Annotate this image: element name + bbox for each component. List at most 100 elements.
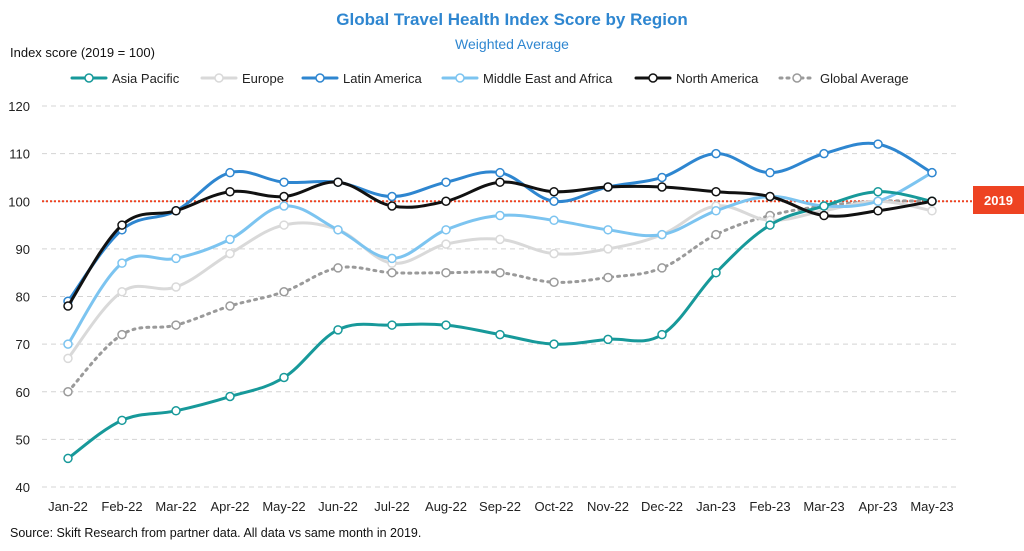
x-tick-label: Oct-22 bbox=[534, 499, 573, 514]
data-point-middle-east-and-africa bbox=[711, 206, 721, 216]
x-tick-label: Sep-22 bbox=[479, 499, 521, 514]
data-point-middle-east-and-africa bbox=[873, 196, 883, 206]
data-point-latin-america bbox=[765, 167, 775, 178]
data-point-middle-east-and-africa bbox=[333, 225, 343, 235]
x-tick-label: May-23 bbox=[910, 499, 953, 514]
y-tick-label: 80 bbox=[16, 290, 30, 305]
data-point-latin-america bbox=[495, 167, 505, 178]
data-point-asia-pacific bbox=[657, 329, 667, 340]
data-point-europe bbox=[441, 239, 451, 249]
x-tick-label: Apr-23 bbox=[858, 499, 897, 514]
series-line-middle-east-and-africa bbox=[66, 171, 934, 346]
data-point-asia-pacific bbox=[279, 372, 289, 383]
data-point-north-america bbox=[387, 201, 397, 211]
x-tick-label: May-22 bbox=[262, 499, 305, 514]
data-point-asia-pacific bbox=[441, 320, 451, 330]
data-point-asia-pacific bbox=[333, 325, 343, 335]
legend-marker-north-america bbox=[648, 73, 658, 83]
data-point-latin-america bbox=[711, 148, 721, 159]
legend-label-global-average: Global Average bbox=[820, 71, 909, 86]
y-tick-label: 50 bbox=[16, 432, 30, 447]
data-point-global-average bbox=[171, 320, 181, 330]
reference-line-label: 2019 bbox=[973, 186, 1024, 214]
data-point-europe bbox=[225, 248, 235, 259]
legend-marker-asia-pacific bbox=[84, 73, 94, 83]
data-point-europe bbox=[117, 286, 127, 297]
x-tick-label: Jun-22 bbox=[318, 499, 358, 514]
data-point-asia-pacific bbox=[765, 220, 775, 230]
data-point-north-america bbox=[873, 206, 883, 216]
data-point-middle-east-and-africa bbox=[63, 339, 73, 349]
y-tick-label: 100 bbox=[8, 194, 30, 209]
data-point-latin-america bbox=[927, 167, 937, 178]
data-point-north-america bbox=[279, 191, 289, 202]
legend-marker-europe bbox=[214, 73, 224, 83]
data-point-global-average bbox=[333, 263, 343, 273]
data-point-north-america bbox=[819, 210, 829, 221]
data-point-europe bbox=[495, 234, 505, 245]
data-point-asia-pacific bbox=[711, 267, 721, 278]
data-point-global-average bbox=[441, 267, 451, 278]
data-point-asia-pacific bbox=[549, 339, 559, 349]
series-line-asia-pacific bbox=[66, 190, 934, 460]
data-point-latin-america bbox=[441, 177, 451, 187]
y-tick-label: 90 bbox=[16, 242, 30, 257]
legend-marker-latin-america bbox=[315, 73, 325, 83]
data-point-north-america bbox=[765, 191, 775, 202]
x-tick-label: Mar-22 bbox=[155, 499, 196, 514]
data-point-north-america bbox=[117, 220, 127, 230]
data-point-asia-pacific bbox=[819, 201, 829, 211]
data-point-north-america bbox=[711, 186, 721, 197]
x-tick-label: Jan-23 bbox=[696, 499, 736, 514]
data-point-asia-pacific bbox=[225, 391, 235, 402]
data-point-europe bbox=[603, 244, 613, 254]
data-point-global-average bbox=[549, 277, 559, 287]
y-tick-label: 60 bbox=[16, 385, 30, 400]
data-point-global-average bbox=[495, 267, 505, 278]
y-tick-label: 70 bbox=[16, 337, 30, 352]
data-point-latin-america bbox=[279, 177, 289, 187]
data-point-north-america bbox=[441, 196, 451, 206]
data-point-latin-america bbox=[657, 172, 667, 183]
data-point-middle-east-and-africa bbox=[495, 210, 505, 221]
data-point-middle-east-and-africa bbox=[225, 234, 235, 245]
data-point-north-america bbox=[603, 182, 613, 192]
x-tick-label: Mar-23 bbox=[803, 499, 844, 514]
data-point-global-average bbox=[387, 267, 397, 278]
data-point-latin-america bbox=[873, 139, 883, 149]
data-point-global-average bbox=[711, 229, 721, 240]
data-point-north-america bbox=[171, 206, 181, 216]
x-tick-label: Nov-22 bbox=[587, 499, 629, 514]
y-tick-label: 120 bbox=[8, 99, 30, 114]
y-axis-label: Index score (2019 = 100) bbox=[10, 45, 155, 60]
legend-label-asia-pacific: Asia Pacific bbox=[112, 71, 180, 86]
series-line-latin-america bbox=[66, 141, 934, 303]
legend-label-middle-east-and-africa: Middle East and Africa bbox=[483, 71, 613, 86]
data-point-europe bbox=[171, 282, 181, 292]
x-tick-label: Aug-22 bbox=[425, 499, 467, 514]
data-point-middle-east-and-africa bbox=[657, 229, 667, 240]
x-tick-label: Jul-22 bbox=[374, 499, 409, 514]
data-point-latin-america bbox=[819, 148, 829, 159]
legend-marker-middle-east-and-africa bbox=[455, 73, 465, 83]
data-point-global-average bbox=[279, 286, 289, 297]
chart-subtitle: Weighted Average bbox=[455, 36, 569, 52]
data-point-europe bbox=[549, 248, 559, 259]
data-point-north-america bbox=[549, 186, 559, 197]
x-tick-label: Feb-22 bbox=[101, 499, 142, 514]
data-point-global-average bbox=[603, 272, 613, 283]
data-point-north-america bbox=[495, 177, 505, 187]
legend-label-europe: Europe bbox=[242, 71, 284, 86]
data-point-global-average bbox=[657, 263, 667, 273]
legend-label-latin-america: Latin America bbox=[343, 71, 423, 86]
data-point-middle-east-and-africa bbox=[603, 225, 613, 235]
x-tick-label: Dec-22 bbox=[641, 499, 683, 514]
data-point-north-america bbox=[63, 301, 73, 311]
legend-label-north-america: North America bbox=[676, 71, 759, 86]
data-point-middle-east-and-africa bbox=[549, 215, 559, 226]
data-point-global-average bbox=[63, 387, 73, 397]
data-point-global-average bbox=[117, 329, 127, 340]
y-tick-label: 110 bbox=[9, 147, 30, 162]
data-point-latin-america bbox=[225, 167, 235, 178]
source-note: Source: Skift Research from partner data… bbox=[10, 526, 422, 540]
